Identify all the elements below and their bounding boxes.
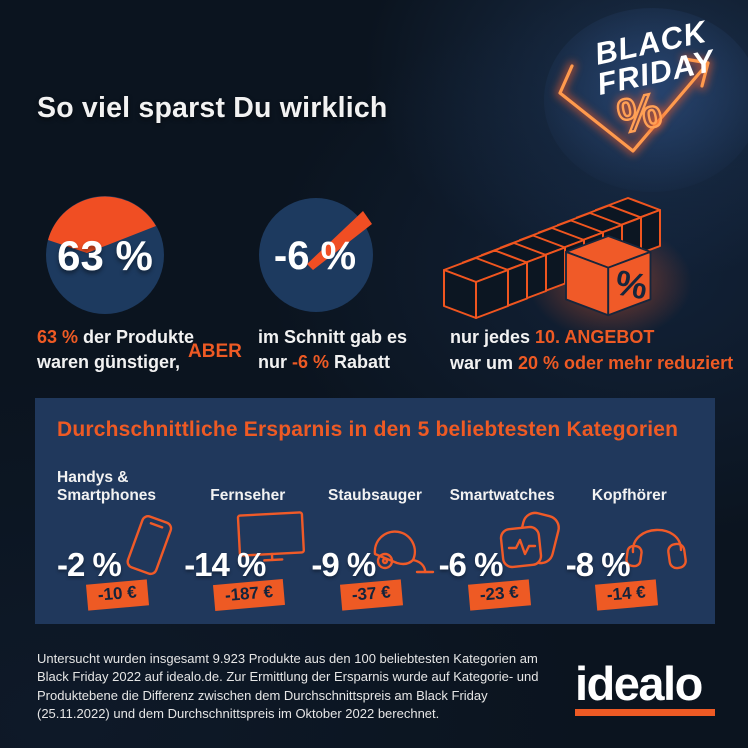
category-label: Fernseher [210,486,286,504]
stat2-caption-pre: nur [258,352,292,372]
stat2-caption-highlight: -6 % [292,352,330,372]
smartwatch-icon [499,511,560,569]
black-friday-neon-sign: % % BLACK FRIDAY [544,8,748,192]
category-percent-value: -8 % [565,546,631,583]
category-label: Handys & Smartphones [57,469,157,504]
boxes-caption-pre2: war um [450,353,519,373]
stat2-caption-post: Rabatt [329,352,391,372]
stat1-caption: 63 % der Produkte waren günstiger, [37,325,194,375]
box-percent-label: % [612,262,650,307]
category-euro-value: -14 € [605,582,647,605]
stat1-caption-highlight: 63 % [37,327,79,347]
vacuum-icon [373,530,434,574]
category-visual: -2 % -10 € [57,510,184,614]
category-visual: -8 % -14 € [566,510,693,614]
category-label: Smartwatches [449,486,555,504]
price-tag: -187 € [213,578,286,612]
tv-icon [237,511,306,562]
category-column: Fernseher -14 % -187 € [184,464,311,614]
category-label: Kopfhörer [591,486,667,504]
stat2-caption: im Schnitt gab es nur -6 % Rabatt [258,325,407,375]
idealo-logo-underline [575,709,715,716]
stat1-caption-line2: waren günstiger, [37,352,181,372]
category-visual: -6 % -23 € [439,510,566,614]
category-column: Kopfhörer -8 % -14 € [566,464,693,614]
offers-boxes-illustration: % [443,197,692,334]
category-euro-value: -10 € [97,582,138,605]
category-column: Staubsauger -9 % -37 € [311,464,438,614]
price-tag: -37 € [340,579,404,611]
connector-aber: ABER [188,341,242,362]
category-percent-value: -14 % [184,546,266,583]
neon-glow-background [544,8,748,192]
savings-panel: Durchschnittliche Ersparnis in den 5 bel… [35,398,715,624]
neon-arrow-icon [555,54,713,156]
orange-discount-box: % [565,235,652,317]
footnote: Untersucht wurden insgesamt 9.923 Produk… [37,651,539,722]
stat1-value: 63 % [57,232,153,279]
idealo-logo-text: idealo [575,657,703,710]
category-percent-value: -6 % [438,546,504,583]
smartphone-icon [126,515,173,576]
stat-circle-minus-6-percent: -6 % [259,198,373,312]
category-column: Smartwatches -6 % -23 € [439,464,566,614]
category-percent-value: -9 % [311,546,376,583]
categories-row: Handys & Smartphones -2 % -10 € Fer [57,464,693,614]
stat2-value: -6 % [274,234,356,278]
category-visual: -9 % -37 € [311,510,438,614]
category-label: Staubsauger [328,486,422,504]
price-tag: -10 € [85,579,149,611]
category-euro-value: -187 € [224,581,274,606]
price-tag: -14 € [594,579,658,611]
panel-heading: Durchschnittliche Ersparnis in den 5 bel… [57,418,679,441]
boxes-caption-highlight2: 20 % oder mehr reduziert [518,353,734,373]
category-percent-value: -2 % [57,546,122,583]
category-euro-value: -23 € [478,582,519,605]
category-column: Handys & Smartphones -2 % -10 € [57,464,184,614]
page-title: So viel sparst Du wirklich [37,92,388,124]
boxes-caption: nur jedes 10. ANGEBOT war um 20 % oder m… [450,324,733,376]
boxes-caption-highlight1: 10. ANGEBOT [535,327,655,347]
boxes-caption-pre1: nur jedes [450,327,536,347]
idealo-logo: idealo [575,660,715,716]
pie-wedge-orange [307,211,372,270]
price-tag: -23 € [467,579,531,611]
category-visual: -14 % -187 € [184,510,311,614]
pie-base [259,198,373,312]
stat1-caption-rest: der Produkte [78,327,195,347]
pie-slice-orange [48,196,156,253]
stat2-caption-line1: im Schnitt gab es [258,327,408,347]
category-euro-value: -37 € [351,582,392,605]
headphones-icon [625,528,687,570]
stat-circle-63-percent: 63 % [46,196,164,314]
